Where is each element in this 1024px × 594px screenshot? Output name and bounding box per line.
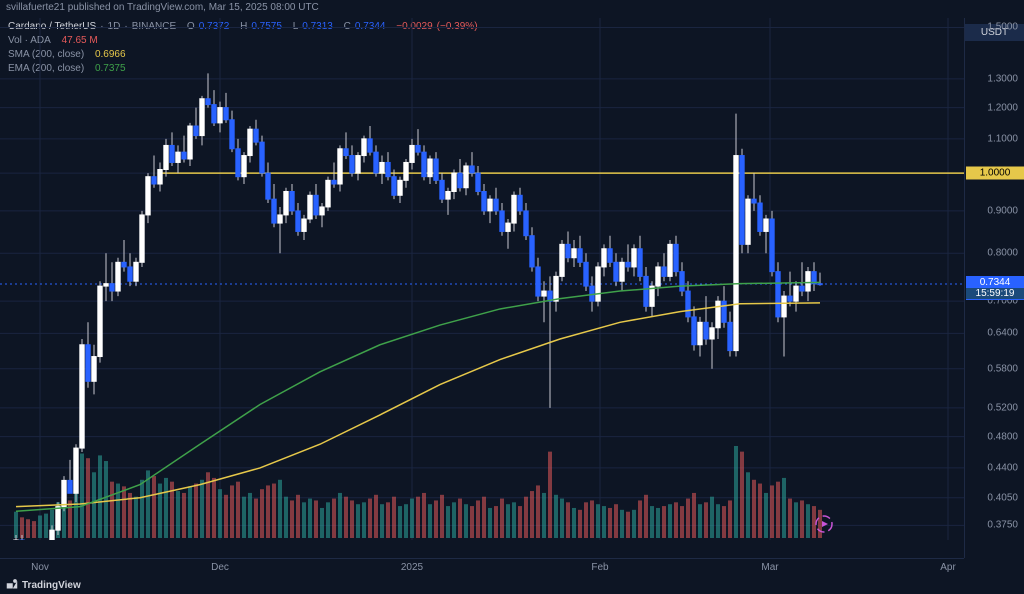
xtick: Mar xyxy=(761,562,778,573)
ytick: 0.4800 xyxy=(987,431,1018,442)
publish-info: svillafuerte21 published on TradingView.… xyxy=(0,0,1024,18)
tradingview-logo-icon xyxy=(6,578,18,593)
xtick: 2025 xyxy=(401,562,423,573)
chart-area[interactable] xyxy=(0,18,964,540)
xtick: Feb xyxy=(591,562,608,573)
ytick: 1.5000 xyxy=(987,22,1018,33)
ytick: 0.5800 xyxy=(987,363,1018,374)
ytick: 1.3000 xyxy=(987,73,1018,84)
price-axis: USDT 1.50001.30001.20001.10001.00000.900… xyxy=(964,18,1024,558)
time-axis: Nov Dec 2025 Feb Mar Apr xyxy=(0,558,964,576)
ytick: 1.1000 xyxy=(987,133,1018,144)
ytick: 0.8000 xyxy=(987,248,1018,259)
last-price: 0.7344 xyxy=(966,277,1024,288)
ytick: 0.6400 xyxy=(987,328,1018,339)
hline-price-badge: 1.0000 xyxy=(966,167,1024,180)
ytick: 0.4400 xyxy=(987,462,1018,473)
ytick: 1.2000 xyxy=(987,102,1018,113)
countdown: 15:59:19 xyxy=(966,288,1024,299)
ytick: 0.4050 xyxy=(987,492,1018,503)
last-price-badge: 0.734415:59:19 xyxy=(966,276,1024,300)
brand-footer: TradingView xyxy=(0,576,1024,594)
ytick: 0.3750 xyxy=(987,520,1018,531)
xtick: Dec xyxy=(211,562,229,573)
ytick: 0.9000 xyxy=(987,205,1018,216)
xtick: Apr xyxy=(940,562,956,573)
xtick: Nov xyxy=(31,562,49,573)
ytick: 0.5200 xyxy=(987,402,1018,413)
brand-text: TradingView xyxy=(22,580,81,591)
